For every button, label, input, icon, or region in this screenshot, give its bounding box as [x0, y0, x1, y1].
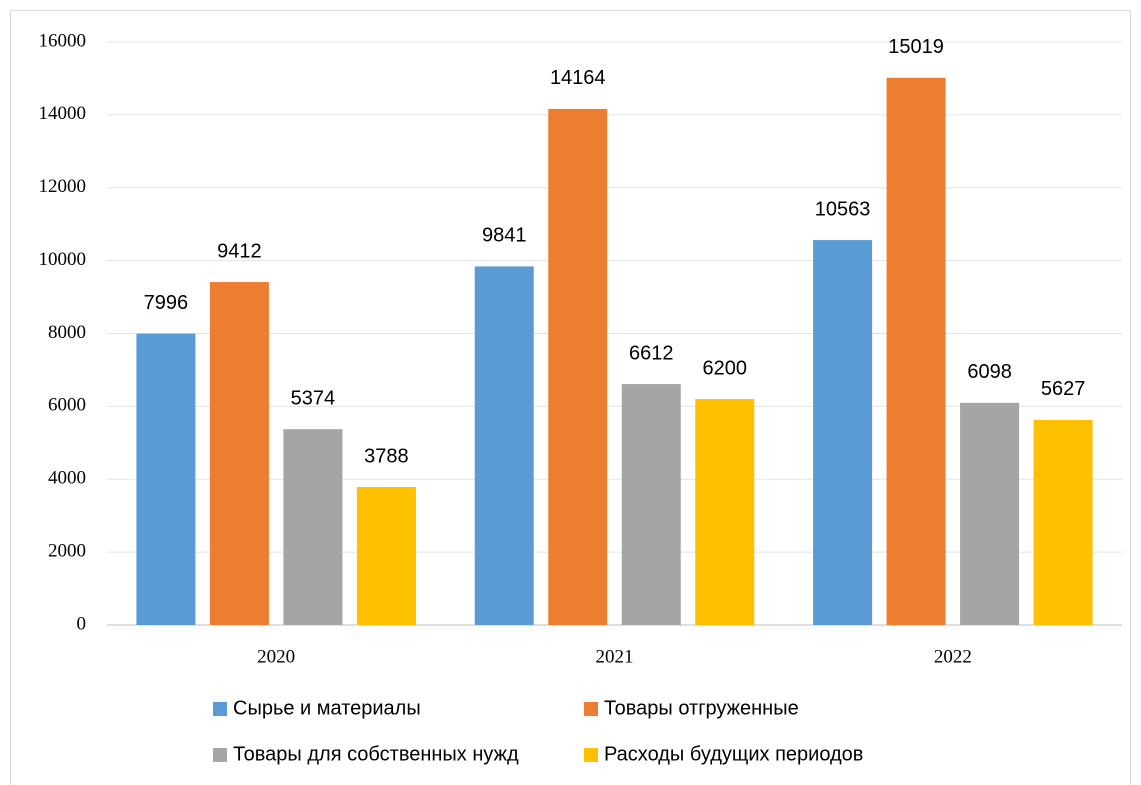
data-label: 7996 [144, 292, 189, 314]
y-tick-label: 4000 [48, 468, 86, 489]
bar [136, 333, 196, 625]
y-tick-label: 14000 [39, 103, 87, 124]
data-label: 10563 [815, 198, 871, 220]
x-tick-label: 2021 [596, 646, 634, 667]
legend-label: Товары для собственных нужд [233, 743, 519, 765]
data-label: 9841 [482, 225, 527, 247]
data-label: 5627 [1041, 378, 1086, 400]
bar [621, 384, 681, 625]
y-tick-label: 16000 [39, 30, 87, 51]
x-tick-label: 2022 [934, 646, 972, 667]
y-tick-label: 2000 [48, 540, 86, 561]
x-tick-label: 2020 [257, 646, 295, 667]
legend-swatch [213, 702, 227, 716]
data-label: 6200 [703, 357, 748, 379]
y-tick-label: 12000 [39, 176, 87, 197]
y-tick-label: 8000 [48, 322, 86, 343]
chart-border [10, 10, 1131, 785]
bar [283, 429, 343, 625]
bar [548, 108, 608, 626]
bar [886, 77, 946, 626]
y-tick-label: 10000 [39, 249, 87, 270]
data-label: 6098 [967, 361, 1012, 383]
y-tick-label: 0 [77, 613, 87, 634]
legend-label: Расходы будущих периодов [604, 743, 863, 765]
bar [695, 399, 755, 625]
legend-label: Товары отгруженные [604, 697, 799, 719]
y-tick-label: 6000 [48, 395, 86, 416]
legend-label: Сырье и материалы [233, 697, 421, 719]
data-label: 14164 [550, 67, 606, 89]
data-label: 3788 [364, 445, 409, 467]
legend-swatch [213, 748, 227, 762]
data-label: 9412 [217, 240, 262, 262]
data-label: 6612 [629, 342, 674, 364]
data-label: 5374 [291, 387, 336, 409]
legend-swatch [584, 702, 598, 716]
bar [1033, 419, 1093, 625]
bar [209, 282, 269, 625]
bar [474, 266, 534, 625]
bar [356, 486, 416, 625]
bar [813, 240, 873, 625]
data-label: 15019 [888, 36, 944, 58]
legend-swatch [584, 748, 598, 762]
bar [960, 402, 1020, 625]
